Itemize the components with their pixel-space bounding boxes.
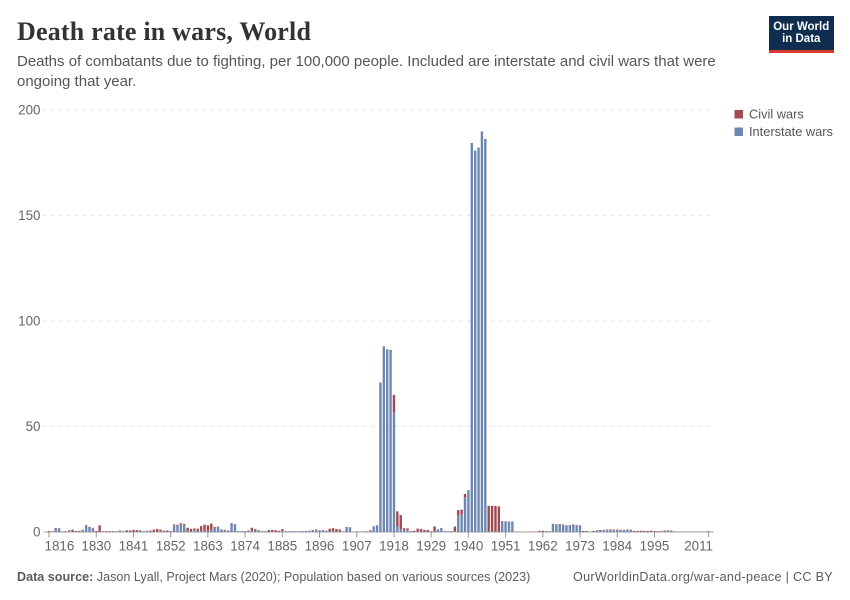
svg-text:1929: 1929 [416, 539, 446, 554]
svg-text:1863: 1863 [193, 539, 223, 554]
svg-text:2011: 2011 [684, 539, 713, 554]
svg-text:Interstate wars: Interstate wars [749, 124, 833, 139]
svg-text:1907: 1907 [342, 539, 372, 554]
svg-text:1885: 1885 [267, 539, 297, 554]
svg-text:1940: 1940 [454, 539, 484, 554]
svg-text:100: 100 [18, 314, 40, 329]
svg-text:Civil wars: Civil wars [749, 107, 804, 122]
svg-text:1984: 1984 [602, 539, 632, 554]
svg-text:1852: 1852 [156, 539, 186, 554]
svg-text:1973: 1973 [565, 539, 595, 554]
svg-text:150: 150 [18, 208, 40, 223]
svg-text:1995: 1995 [640, 539, 670, 554]
svg-text:200: 200 [18, 103, 40, 118]
svg-text:1816: 1816 [45, 539, 75, 554]
svg-text:0: 0 [33, 525, 40, 540]
svg-text:1918: 1918 [379, 539, 409, 554]
svg-text:1830: 1830 [81, 539, 111, 554]
svg-text:1874: 1874 [230, 539, 260, 554]
svg-text:1962: 1962 [528, 539, 558, 554]
svg-text:1896: 1896 [305, 539, 335, 554]
svg-text:1951: 1951 [491, 539, 521, 554]
svg-text:1841: 1841 [119, 539, 149, 554]
svg-text:50: 50 [26, 419, 41, 434]
